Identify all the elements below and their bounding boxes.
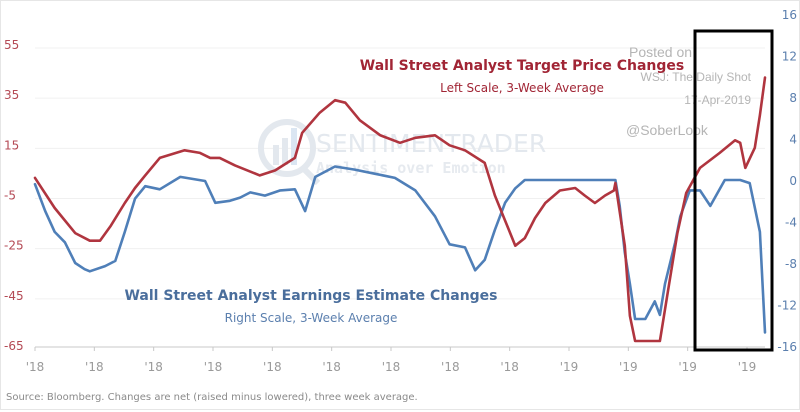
x-tick-label: '18 — [204, 360, 223, 374]
right-tick-label: 8 — [789, 91, 797, 105]
target-price-line — [33, 76, 767, 343]
red-series-title: Wall Street Analyst Target Price Changes — [360, 58, 685, 74]
x-tick-label: '18 — [500, 360, 519, 374]
right-tick-label: 16 — [782, 8, 797, 22]
red-series-subtitle: Left Scale, 3-Week Average — [440, 81, 604, 95]
x-axis-ticks: '18 '18 '18 '18 '18 '18 '18 '18 '18 '19 '19 '19 '19 — [26, 347, 757, 374]
x-tick-label: '18 — [322, 360, 341, 374]
right-tick-label: 4 — [789, 133, 797, 147]
posted-date: 17-Apr-2019 — [684, 93, 751, 107]
x-tick-label: '19 — [619, 360, 638, 374]
gridlines — [35, 47, 765, 300]
x-tick-label: '18 — [144, 360, 163, 374]
right-tick-label: -4 — [785, 216, 797, 230]
left-tick-label: -65 — [4, 339, 24, 353]
watermark-logo-icon — [258, 119, 321, 186]
series-group — [33, 76, 767, 343]
left-tick-label: 15 — [4, 138, 19, 152]
source-note: Source: Bloomberg. Changes are net (rais… — [6, 392, 418, 403]
watermark: SENTIMENTRADER Analysis over Emotion — [258, 119, 546, 186]
right-tick-label: -12 — [777, 299, 797, 313]
right-tick-label: -8 — [785, 257, 797, 271]
posted-on-label: Posted on — [629, 44, 692, 60]
x-tick-label: '19 — [678, 360, 697, 374]
earnings-estimate-line — [33, 165, 767, 334]
posted-handle: @SoberLook — [626, 122, 709, 138]
left-tick-label: -25 — [4, 239, 24, 253]
x-tick-label: '19 — [560, 360, 579, 374]
x-tick-label: '18 — [441, 360, 460, 374]
right-tick-label: 0 — [789, 174, 797, 188]
right-tick-label: -16 — [777, 340, 797, 354]
x-tick-label: '18 — [26, 360, 45, 374]
left-axis-ticks: 55 35 15 -5 -25 -45 -65 — [4, 38, 24, 353]
left-tick-label: 55 — [4, 38, 19, 52]
right-axis-ticks: 16 12 8 4 0 -4 -8 -12 -16 — [777, 8, 797, 354]
x-tick-label: '19 — [738, 360, 757, 374]
blue-series-subtitle: Right Scale, 3-Week Average — [225, 311, 398, 325]
left-tick-label: -5 — [4, 189, 16, 203]
watermark-brand: SENTIMENTRADER — [316, 129, 546, 158]
x-tick-label: '18 — [263, 360, 282, 374]
left-tick-label: 35 — [4, 88, 19, 102]
blue-series-title: Wall Street Analyst Earnings Estimate Ch… — [124, 288, 497, 304]
left-tick-label: -45 — [4, 289, 24, 303]
x-tick-label: '18 — [382, 360, 401, 374]
right-tick-label: 12 — [782, 50, 797, 64]
highlight-box — [693, 29, 774, 352]
x-tick-label: '18 — [85, 360, 104, 374]
